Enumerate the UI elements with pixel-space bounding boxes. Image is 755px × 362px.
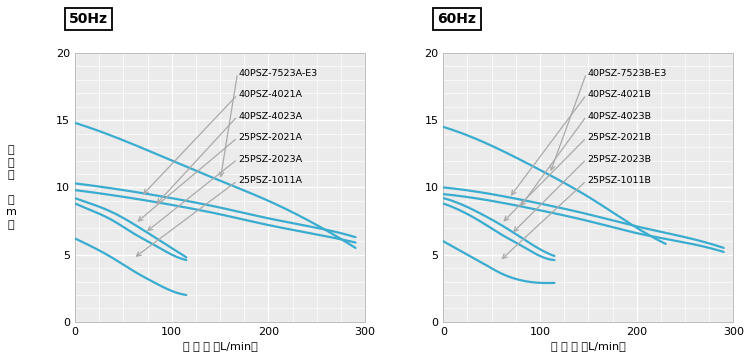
Text: 40PSZ-4021B: 40PSZ-4021B bbox=[587, 90, 652, 99]
Text: 40PSZ-7523A-E3: 40PSZ-7523A-E3 bbox=[239, 69, 318, 78]
X-axis label: 揚 水 量 （L/min）: 揚 水 量 （L/min） bbox=[183, 341, 257, 351]
Text: 50Hz: 50Hz bbox=[69, 12, 108, 26]
Text: 40PSZ-7523B-E3: 40PSZ-7523B-E3 bbox=[587, 69, 667, 78]
Y-axis label: 全
揚
程

（
m
）: 全 揚 程 （ m ） bbox=[6, 145, 17, 230]
Text: 25PSZ-2021B: 25PSZ-2021B bbox=[587, 133, 652, 142]
Text: 25PSZ-1011A: 25PSZ-1011A bbox=[239, 176, 303, 185]
X-axis label: 揚 水 量 （L/min）: 揚 水 量 （L/min） bbox=[551, 341, 626, 351]
Text: 40PSZ-4023B: 40PSZ-4023B bbox=[587, 111, 652, 121]
Text: 25PSZ-1011B: 25PSZ-1011B bbox=[587, 176, 652, 185]
Text: 25PSZ-2023B: 25PSZ-2023B bbox=[587, 155, 652, 164]
Text: 40PSZ-4021A: 40PSZ-4021A bbox=[239, 90, 303, 99]
Text: 40PSZ-4023A: 40PSZ-4023A bbox=[239, 111, 303, 121]
Text: 25PSZ-2021A: 25PSZ-2021A bbox=[239, 133, 303, 142]
Text: 60Hz: 60Hz bbox=[437, 12, 476, 26]
Text: 25PSZ-2023A: 25PSZ-2023A bbox=[239, 155, 303, 164]
